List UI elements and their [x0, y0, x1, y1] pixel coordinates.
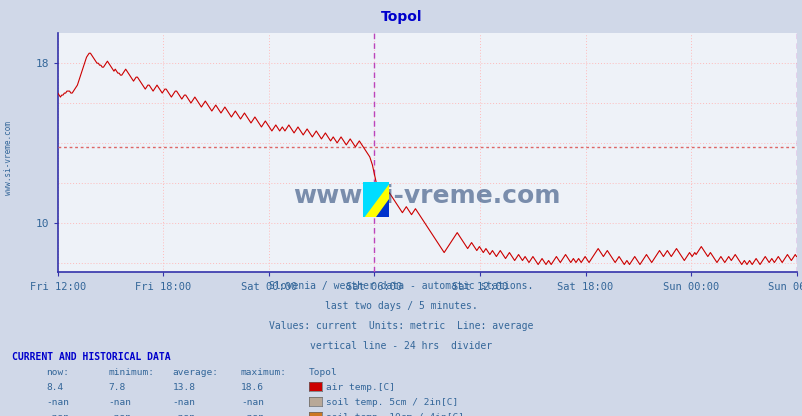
- Text: -nan: -nan: [108, 413, 132, 416]
- Text: -nan: -nan: [47, 398, 70, 407]
- Text: -nan: -nan: [172, 398, 196, 407]
- Text: Topol: Topol: [380, 10, 422, 25]
- Text: 8.4: 8.4: [47, 383, 63, 392]
- Text: -nan: -nan: [47, 413, 70, 416]
- Text: minimum:: minimum:: [108, 368, 154, 377]
- Text: CURRENT AND HISTORICAL DATA: CURRENT AND HISTORICAL DATA: [12, 352, 171, 362]
- Text: last two days / 5 minutes.: last two days / 5 minutes.: [325, 301, 477, 311]
- Text: 18.6: 18.6: [241, 383, 264, 392]
- Text: air temp.[C]: air temp.[C]: [326, 383, 395, 392]
- Text: now:: now:: [47, 368, 70, 377]
- Text: average:: average:: [172, 368, 218, 377]
- Text: www.si-vreme.com: www.si-vreme.com: [3, 121, 13, 195]
- Text: www.si-vreme.com: www.si-vreme.com: [293, 184, 561, 208]
- Text: -nan: -nan: [172, 413, 196, 416]
- Polygon shape: [375, 200, 388, 217]
- Text: soil temp. 5cm / 2in[C]: soil temp. 5cm / 2in[C]: [326, 398, 458, 407]
- Text: soil temp. 10cm / 4in[C]: soil temp. 10cm / 4in[C]: [326, 413, 464, 416]
- Text: -nan: -nan: [241, 413, 264, 416]
- Polygon shape: [363, 182, 388, 217]
- Text: Topol: Topol: [309, 368, 338, 377]
- Text: maximum:: maximum:: [241, 368, 286, 377]
- Text: -nan: -nan: [241, 398, 264, 407]
- Polygon shape: [363, 182, 388, 217]
- Text: Values: current  Units: metric  Line: average: Values: current Units: metric Line: aver…: [269, 321, 533, 331]
- Text: vertical line - 24 hrs  divider: vertical line - 24 hrs divider: [310, 341, 492, 351]
- Text: -nan: -nan: [108, 398, 132, 407]
- Text: 13.8: 13.8: [172, 383, 196, 392]
- Text: 7.8: 7.8: [108, 383, 125, 392]
- Text: Slovenia / weather data - automatic stations.: Slovenia / weather data - automatic stat…: [269, 281, 533, 291]
